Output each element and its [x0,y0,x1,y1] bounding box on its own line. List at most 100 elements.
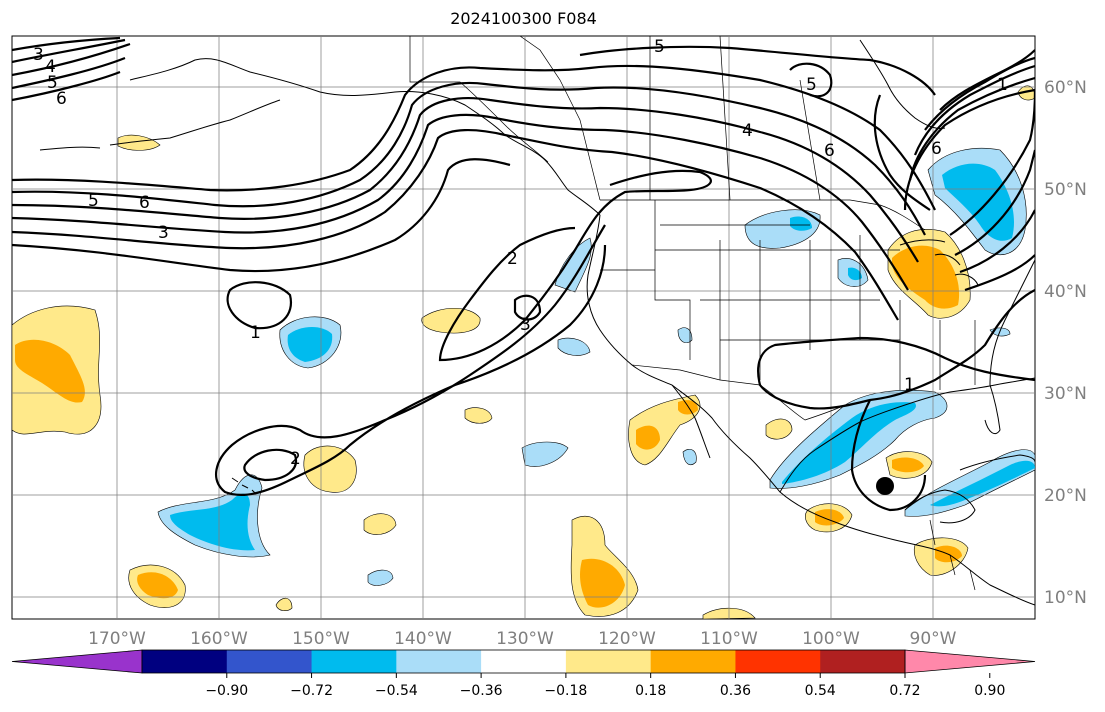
colorbar-segment [565,650,652,673]
political-borders [409,36,976,591]
positive-anomaly-west-pacific-core [15,339,85,403]
contour-nw-1 [12,36,121,52]
colorbar-tick-label: −0.72 [290,683,333,699]
contour-label: 3 [158,223,169,243]
negative-anomaly-pacific-2 [367,569,394,586]
colorbar-tick-label: 0.72 [889,683,920,699]
contour-label: 1 [997,75,1008,95]
contour-lines [12,36,1035,512]
negative-anomaly-northeast-core [942,163,1015,241]
contour-ridge-3 [12,97,919,263]
contour-label: 2 [507,249,518,269]
contour-se-one [757,289,1035,410]
contour-nw-4 [12,56,126,90]
colorbar: −0.90 −0.72 −0.54 −0.36 −0.18 0.18 0.36 0.54 0.7… [11,649,1036,699]
contour-three-loop [513,294,542,321]
negative-anomaly-southwest-core [170,493,255,551]
colorbar-segment [481,650,567,673]
negative-anomaly-small-mexico [682,449,697,465]
contour-label: 3 [33,45,44,65]
alaska-canada-border [409,36,549,163]
colorbar-tick-label: 0.54 [805,683,836,699]
contour-label: 4 [742,121,753,141]
lon-label: 160°W [190,629,248,649]
contour-label: 2 [290,449,301,469]
colorbar-segment [226,650,313,673]
positive-anomaly-baja-core [636,425,660,450]
contour-ne-low-9 [964,254,1035,292]
positive-anomaly-mexico-1 [765,418,793,440]
colorbar-segment [820,650,906,673]
colorbar-tick-label: −0.54 [375,683,418,699]
contour-ne-low-4 [908,76,1035,181]
contour-label: 4 [45,57,56,77]
aleutian-chain [39,99,281,151]
lon-label: 130°W [496,629,554,649]
contour-label-group: 3 4 5 6 5 6 3 1 2 3 2 5 4 6 5 6 1 1 [33,37,1008,469]
negative-anomaly-pacific-1 [521,441,569,467]
lat-label: 30°N [1044,384,1087,404]
contour-nw-3 [12,42,131,77]
negative-anomaly-caribbean [904,449,1035,517]
contour-ne-low-5 [903,88,1035,211]
negative-anomaly-texas-gulf-core [782,402,916,484]
contour-label: 6 [139,193,150,213]
contour-ridge-2 [12,81,926,236]
contour-label: 1 [250,323,261,343]
lon-label: 170°W [88,629,146,649]
positive-anomaly-great-lakes-core [892,245,960,309]
positive-anomaly-hawaii [303,445,357,493]
positive-anomaly-northeast-corner [1017,85,1035,101]
contour-north-6 [789,62,833,98]
negative-anomaly-california [554,237,592,293]
negative-anomaly-california-2 [557,337,591,356]
location-marker [876,477,894,495]
contour-nw-5 [12,70,121,102]
contour-two [438,169,712,362]
contour-ridge-5 [12,128,899,321]
colorbar-segment [735,650,821,673]
west-coast-us [586,214,673,386]
contour-ridge-4 [12,113,909,291]
contour-ridge-6 [12,158,511,273]
contour-one-loop [226,281,293,330]
contour-label: 5 [654,37,665,57]
negative-anomaly-small-west [677,327,693,343]
lon-label: 120°W [598,629,656,649]
colorbar-segment [142,650,228,673]
lat-label: 20°N [1044,486,1087,506]
lon-label: 90°W [910,629,957,649]
colorbar-segment [311,650,397,673]
longitude-axis: 170°W 160°W 150°W 140°W 130°W 120°W 110°… [88,629,957,649]
colorbar-extend-max [904,649,1036,674]
contour-label: 6 [824,141,835,161]
contour-ne-low-8 [959,209,1035,274]
yucatan [904,489,976,524]
central-america-borders [929,519,976,591]
contour-ne-low-6 [949,89,1035,236]
alaska-coast [129,58,601,216]
positive-anomaly-alaska [117,134,161,151]
contour-label: 5 [47,73,58,93]
contour-hawaii-inner [243,448,298,482]
positive-anomaly-small-2 [363,513,397,535]
gridlines [12,36,1035,619]
colorbar-tick-label: 0.90 [974,683,1005,699]
positive-anomaly-southwest-core [137,572,178,599]
lon-label: 140°W [394,629,452,649]
lon-label: 110°W [700,629,758,649]
lat-label: 10°N [1044,588,1087,608]
great-lakes [899,239,979,286]
baja-peninsula [671,384,711,459]
positive-anomaly-small-1 [464,407,493,424]
map-title: 2024100300 F084 [450,9,597,28]
contour-nw-2 [12,38,126,64]
colorbar-segment [650,650,736,673]
cuba [959,454,1035,471]
lon-label: 150°W [292,629,350,649]
contour-north-5 [579,45,936,96]
contour-ne-low-2 [924,56,1035,131]
contour-ridge-1 [12,64,936,211]
contour-ne-low-3 [913,64,1035,156]
